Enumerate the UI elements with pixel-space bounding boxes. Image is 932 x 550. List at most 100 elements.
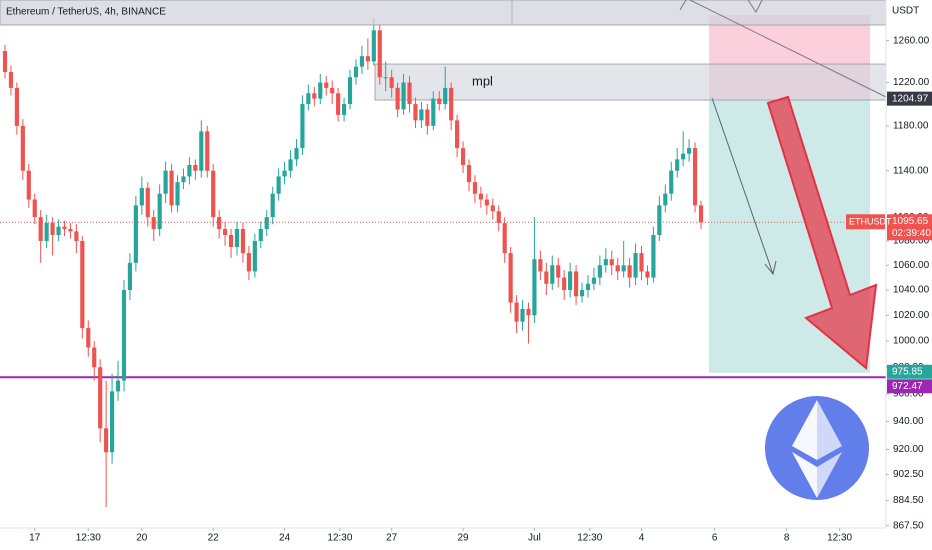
candle-body [371,30,376,62]
candle-body [246,253,251,272]
candle-body [270,193,275,218]
target-price-label-box [887,364,932,379]
candle-body [663,193,668,206]
x-tick-label: 12:30 [327,533,352,544]
candle-body [163,170,168,194]
y-tick-label: 1080.00 [893,236,930,247]
symbol-box [846,214,885,230]
candle-body [44,223,49,241]
candle-body [615,265,620,272]
candle-body [395,87,400,110]
candle-body [401,82,406,110]
arrow-head [764,260,777,276]
candle-body [205,131,210,171]
candle-body [62,226,67,229]
candle-body [431,98,436,126]
candle-body [407,82,412,105]
y-tick-label: 902.50 [893,469,924,480]
entry-price-label: 1204.97 [892,93,929,104]
candle-body [568,271,573,291]
x-tick-label: 12:30 [827,533,852,544]
candle-body [318,82,323,99]
x-tick-label: 12:30 [76,533,101,544]
candle-body [657,205,662,235]
candle-body [240,228,246,254]
candle-body [74,231,79,241]
arrow [711,97,774,275]
x-tick-label: 27 [386,533,398,544]
x-tick-label: 8 [784,533,790,544]
candle-body [86,328,91,348]
candle-body [681,153,686,160]
candle-body [597,265,602,278]
candle-body [139,187,144,206]
candle-body [609,259,614,266]
candle-body [645,271,650,278]
red-arrow [766,95,878,370]
candle-body [56,226,61,235]
candle-body [151,217,156,229]
candle-body [276,176,281,194]
y-tick-label: 1260.00 [893,35,930,46]
support-price-label: 972.47 [892,381,923,392]
candle-body [92,347,97,368]
candle-body [389,77,394,88]
candle-body [109,391,115,453]
candle-body [347,77,353,105]
candle-body [115,380,121,392]
x-tick-label: 29 [457,533,469,544]
y-tick-label: 1180.00 [893,121,929,132]
support-price-label-box [887,379,932,394]
candle-body [675,159,680,171]
candle-body [562,277,567,291]
candle-body [550,265,555,284]
candle-body [365,56,370,62]
candle-body [556,265,561,278]
candle-body [104,428,109,453]
candle-body [127,262,133,291]
candle-body [121,290,127,381]
candle-body [211,170,216,218]
candle-body [20,125,25,171]
y-tick-label: 1060.00 [893,260,930,271]
candle-body [449,87,454,121]
candle-body [264,217,269,229]
candle-body [2,50,8,72]
candle-body [199,131,204,171]
candle-body [312,93,317,99]
candle-body [538,259,543,272]
candle-body [187,165,192,177]
candle-body [687,148,692,154]
x-tick-label: 20 [136,533,148,544]
candle-body [419,109,424,121]
candle-body [698,205,704,223]
candle-body [460,148,466,166]
x-tick-label: 6 [712,533,718,544]
candle-body [234,228,240,248]
y-tick-label: 1140.00 [893,165,929,176]
candle-body [490,205,495,212]
candle-body [526,308,531,316]
eth-logo [765,396,869,500]
candle-body [508,253,513,303]
candle-body [359,56,365,67]
candle-body [14,87,19,126]
candle-body [621,265,626,272]
drawn-rectangle [0,0,887,26]
candle-body [258,228,263,241]
candle-body [466,165,472,183]
last-price-box [887,214,932,241]
x-tick-label: 17 [29,533,41,544]
x-tick-label: 24 [279,533,291,544]
candle-body [181,176,186,183]
candle-body [639,253,644,272]
y-tick-label: 1000.00 [893,336,930,347]
symbol-label: ETHUSDT [849,217,892,227]
candle-body [8,71,14,88]
countdown-label: 02:39:40 [892,228,931,239]
axis-unit: USDT [892,6,919,17]
y-tick-label: 867.50 [893,520,924,531]
candle-body [68,228,73,232]
candle-body [38,217,43,241]
